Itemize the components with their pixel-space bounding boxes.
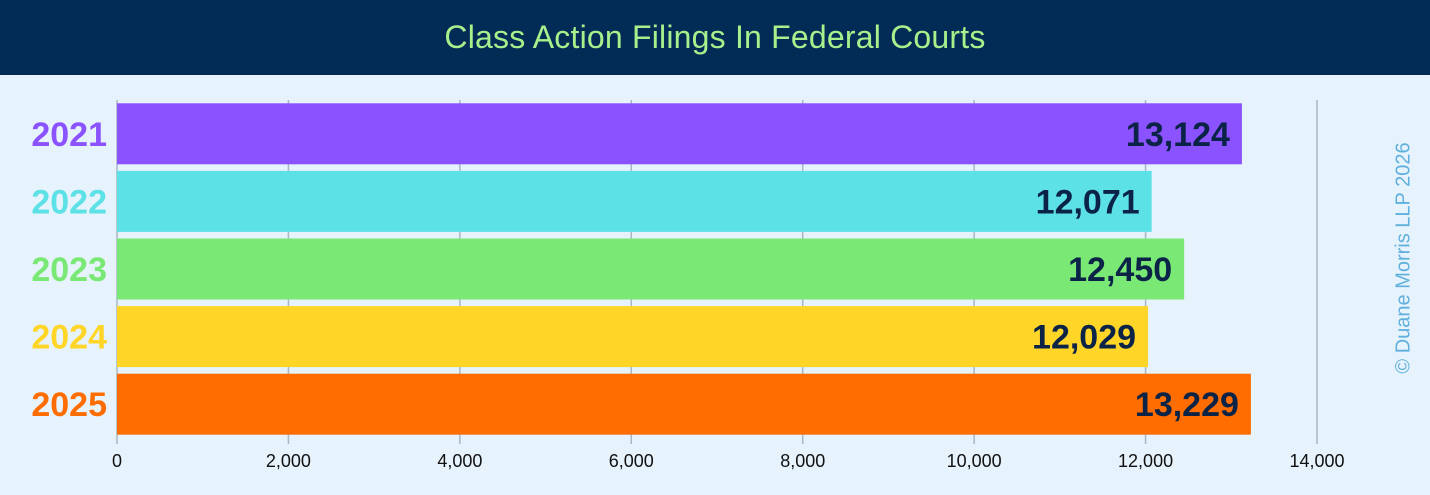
bar xyxy=(117,306,1149,368)
title-bar: Class Action Filings In Federal Courts xyxy=(0,0,1430,75)
category-label: 2022 xyxy=(31,183,107,221)
data-label: 13,124 xyxy=(1126,116,1230,154)
x-tick-label: 12,000 xyxy=(1118,451,1173,471)
labels: 0 2,000 4,000 6,000 8,000 10,000 12,000 14,000 2… xyxy=(31,116,1344,471)
bar xyxy=(117,238,1185,300)
x-tick-label: 8,000 xyxy=(780,451,825,471)
bar xyxy=(117,373,1251,435)
data-label: 12,450 xyxy=(1068,251,1172,289)
category-label: 2025 xyxy=(31,386,107,424)
x-tick-label: 14,000 xyxy=(1289,451,1344,471)
x-tick-label: 4,000 xyxy=(437,451,482,471)
data-label: 13,229 xyxy=(1135,386,1239,424)
x-tick-label: 0 xyxy=(112,451,122,471)
x-tick-label: 6,000 xyxy=(609,451,654,471)
category-label: 2023 xyxy=(31,251,107,289)
copyright-watermark: © Duane Morris LLP 2026 xyxy=(1392,142,1415,374)
x-tick-label: 2,000 xyxy=(266,451,311,471)
bars xyxy=(117,103,1251,435)
bar xyxy=(117,103,1242,165)
chart-title: Class Action Filings In Federal Courts xyxy=(444,19,986,55)
data-label: 12,029 xyxy=(1032,319,1136,357)
x-tick-label: 10,000 xyxy=(947,451,1002,471)
category-label: 2024 xyxy=(31,319,107,357)
category-label: 2021 xyxy=(31,116,107,154)
data-label: 12,071 xyxy=(1036,183,1140,221)
bar xyxy=(117,170,1152,232)
